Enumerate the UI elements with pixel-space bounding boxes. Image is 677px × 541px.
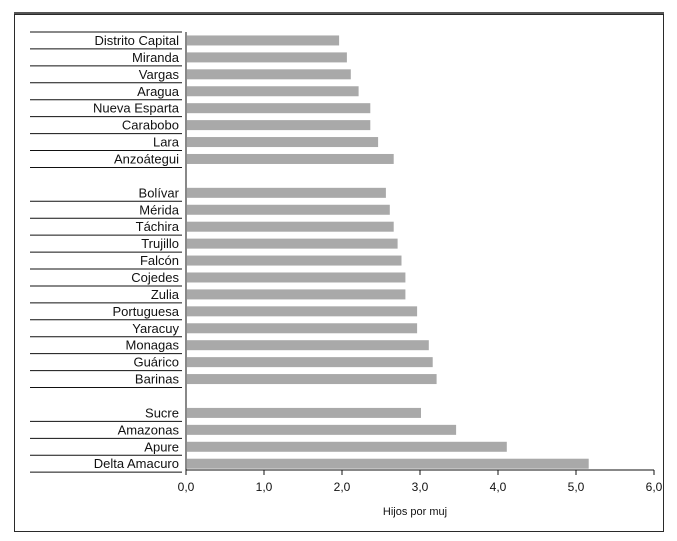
x-tick-label: 4,0 <box>490 480 507 494</box>
category-label: Nueva Esparta <box>93 101 180 116</box>
bar <box>187 52 347 63</box>
bar <box>187 238 398 249</box>
bar <box>187 306 418 317</box>
category-label: Lara <box>153 135 180 150</box>
category-label: Sucre <box>145 405 179 420</box>
bars-group <box>187 35 589 469</box>
category-label: Miranda <box>132 50 180 65</box>
bar <box>187 86 359 97</box>
category-label: Apure <box>144 439 179 454</box>
bar <box>187 374 437 385</box>
category-label: Falcón <box>140 253 179 268</box>
bar <box>187 187 386 198</box>
category-label: Distrito Capital <box>94 33 179 48</box>
bar <box>187 289 406 300</box>
category-label: Guárico <box>133 355 179 370</box>
category-label: Táchira <box>136 219 180 234</box>
bar <box>187 103 371 114</box>
bar <box>187 69 351 80</box>
frame-top-rule <box>14 12 664 14</box>
category-label: Monagas <box>126 338 180 353</box>
category-label: Amazonas <box>118 422 180 437</box>
category-label: Bolívar <box>139 185 180 200</box>
bar <box>187 120 371 131</box>
bar <box>187 255 402 266</box>
x-tick-label: 3,0 <box>412 480 429 494</box>
category-label: Trujillo <box>141 236 179 251</box>
x-tick-label: 6,0 <box>646 480 663 494</box>
bar <box>187 458 589 469</box>
x-axis-ticks: 0,0 1,0 2,0 3,0 4,0 5,0 6,0 <box>178 470 663 494</box>
x-tick-label: 5,0 <box>568 480 585 494</box>
x-axis-label: Hijos por muj <box>383 506 447 518</box>
category-label: Mérida <box>139 202 180 217</box>
category-label: Barinas <box>135 372 180 387</box>
bar <box>187 340 429 351</box>
bar <box>187 323 418 334</box>
category-label: Cojedes <box>131 270 179 285</box>
bar <box>187 424 457 435</box>
bar <box>187 153 394 164</box>
category-label: Aragua <box>137 84 180 99</box>
category-label: Portuguesa <box>113 304 180 319</box>
bar <box>187 221 394 232</box>
x-tick-label: 2,0 <box>334 480 351 494</box>
category-label: Yaracuy <box>132 321 179 336</box>
category-label: Delta Amacuro <box>94 456 179 471</box>
bar <box>187 357 433 368</box>
x-tick-label: 0,0 <box>178 480 195 494</box>
category-label: Carabobo <box>122 118 179 133</box>
x-tick-label: 1,0 <box>256 480 273 494</box>
category-label-column: Distrito Capital Miranda Vargas Aragua Nueva… <box>30 31 182 473</box>
bar <box>187 204 390 215</box>
bar <box>187 272 406 283</box>
bar <box>187 407 421 418</box>
bar <box>187 441 507 452</box>
category-label: Anzoátegui <box>114 151 179 166</box>
category-label: Zulia <box>151 287 180 302</box>
bar <box>187 137 379 148</box>
bar <box>187 35 340 46</box>
category-label: Vargas <box>139 67 180 82</box>
